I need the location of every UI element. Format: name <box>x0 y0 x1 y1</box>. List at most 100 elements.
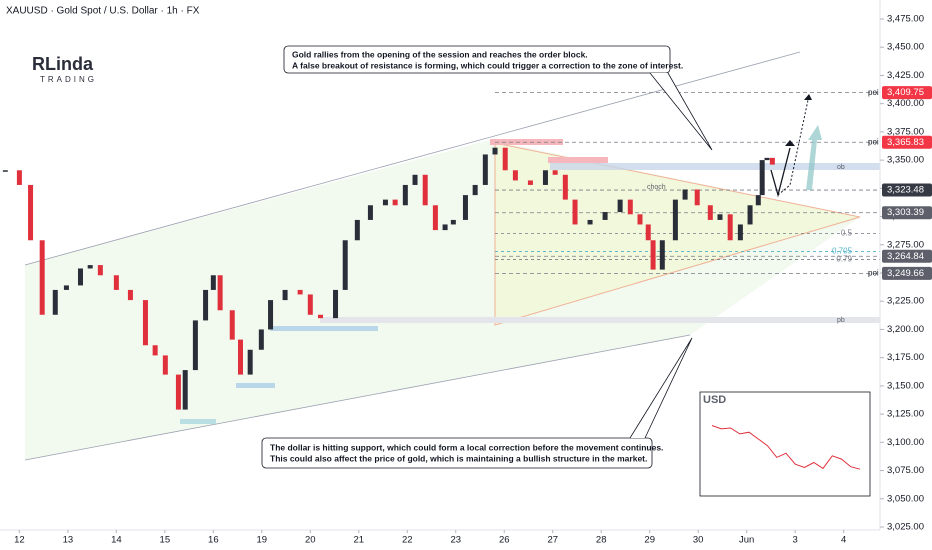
x-tick-label: 23 <box>450 535 461 546</box>
x-tick-label: 19 <box>257 535 268 546</box>
ob-zone <box>550 163 880 170</box>
candle <box>152 345 158 356</box>
y-tick-label: 3,175.00 <box>887 352 924 363</box>
candle <box>755 195 761 206</box>
candle <box>282 289 288 301</box>
candle <box>552 170 558 175</box>
arrow <box>777 99 809 196</box>
candle <box>442 224 448 231</box>
y-tick-label: 3,050.00 <box>887 493 924 504</box>
candle <box>247 349 253 375</box>
fib-label: 0.705 <box>832 247 853 256</box>
candle <box>127 289 133 301</box>
x-tick-label: 14 <box>111 535 122 546</box>
candle <box>217 275 223 311</box>
y-tick-label: 3,450.00 <box>887 42 924 53</box>
x-tick-label: 15 <box>160 535 171 546</box>
x-tick-label: 22 <box>402 535 413 546</box>
candle <box>659 240 665 270</box>
level-label: 3,409.75 <box>887 87 924 98</box>
candle <box>759 160 765 196</box>
candle <box>2 170 8 172</box>
level-label: 3,249.66 <box>887 268 924 279</box>
annotation-text: The dollar is hitting support, which cou… <box>270 442 663 452</box>
candle <box>39 240 45 315</box>
candle <box>16 170 22 185</box>
candle <box>764 157 770 161</box>
zone <box>270 326 378 331</box>
marks <box>2 92 880 410</box>
x-tick-label: 4 <box>841 535 846 546</box>
candle <box>572 199 578 225</box>
zone-label: ob <box>837 164 845 171</box>
logo-sub: TRADING <box>40 75 97 84</box>
channel-lower <box>24 334 691 461</box>
arrow-zone <box>806 125 822 190</box>
y-tick-label: 3,475.00 <box>887 14 924 25</box>
candle <box>412 174 418 185</box>
candle <box>392 199 398 206</box>
candle <box>645 224 651 241</box>
level-label: 3,303.39 <box>887 207 924 218</box>
candle <box>268 300 274 330</box>
y-tick-label: 3,075.00 <box>887 465 924 476</box>
candle <box>210 275 216 290</box>
zone-label: choch <box>647 184 666 191</box>
zone-label: pb <box>837 317 845 324</box>
candle <box>542 170 548 185</box>
y-tick-label: 3,400.00 <box>887 98 924 109</box>
candle <box>182 370 188 410</box>
candle <box>142 300 148 346</box>
candle <box>175 374 181 410</box>
candle <box>672 199 678 241</box>
fib-label: 0.5 <box>841 229 853 238</box>
y-tick-label: 3,150.00 <box>887 380 924 391</box>
candle <box>77 268 83 286</box>
y-tick-label: 3,375.00 <box>887 126 924 137</box>
y-tick-label: 3,350.00 <box>887 155 924 166</box>
candle <box>97 265 103 276</box>
y-tick-label: 3,425.00 <box>887 70 924 81</box>
candle <box>237 339 243 375</box>
y-tick-label: 3,225.00 <box>887 296 924 307</box>
candle <box>28 184 34 241</box>
candle <box>402 184 408 206</box>
candle <box>587 219 593 225</box>
candle <box>462 195 468 220</box>
annotation-box <box>283 45 671 74</box>
candle <box>113 275 119 290</box>
candle <box>297 289 303 295</box>
y-tick-label: 3,100.00 <box>887 437 924 448</box>
arrow-head <box>785 140 795 146</box>
level-label: 3,323.48 <box>887 185 924 196</box>
candle <box>737 224 743 241</box>
candle <box>192 320 198 371</box>
candle <box>512 170 518 181</box>
candle <box>502 147 508 171</box>
candle <box>162 355 168 375</box>
arrow <box>770 147 791 198</box>
candle <box>769 157 775 165</box>
candle <box>627 199 633 215</box>
candle <box>382 199 388 206</box>
candle <box>203 289 209 321</box>
candle <box>527 180 533 185</box>
x-tick-label: 30 <box>693 535 704 546</box>
candle <box>707 205 713 220</box>
annotation-text: This could also affect the price of gold… <box>270 453 647 463</box>
zone <box>548 157 608 163</box>
candle <box>354 219 360 241</box>
candle <box>229 310 235 340</box>
level-box <box>882 135 932 149</box>
y-tick-label: 3,275.00 <box>887 239 924 250</box>
candle <box>342 240 348 290</box>
inset-frame <box>699 391 871 497</box>
candle <box>637 214 643 225</box>
candle <box>367 205 373 220</box>
x-tick-label: 12 <box>14 535 25 546</box>
level-box <box>882 249 932 263</box>
annotation-box <box>261 437 653 469</box>
x-tick-label: 13 <box>63 535 74 546</box>
inset-title: USD <box>703 394 726 406</box>
